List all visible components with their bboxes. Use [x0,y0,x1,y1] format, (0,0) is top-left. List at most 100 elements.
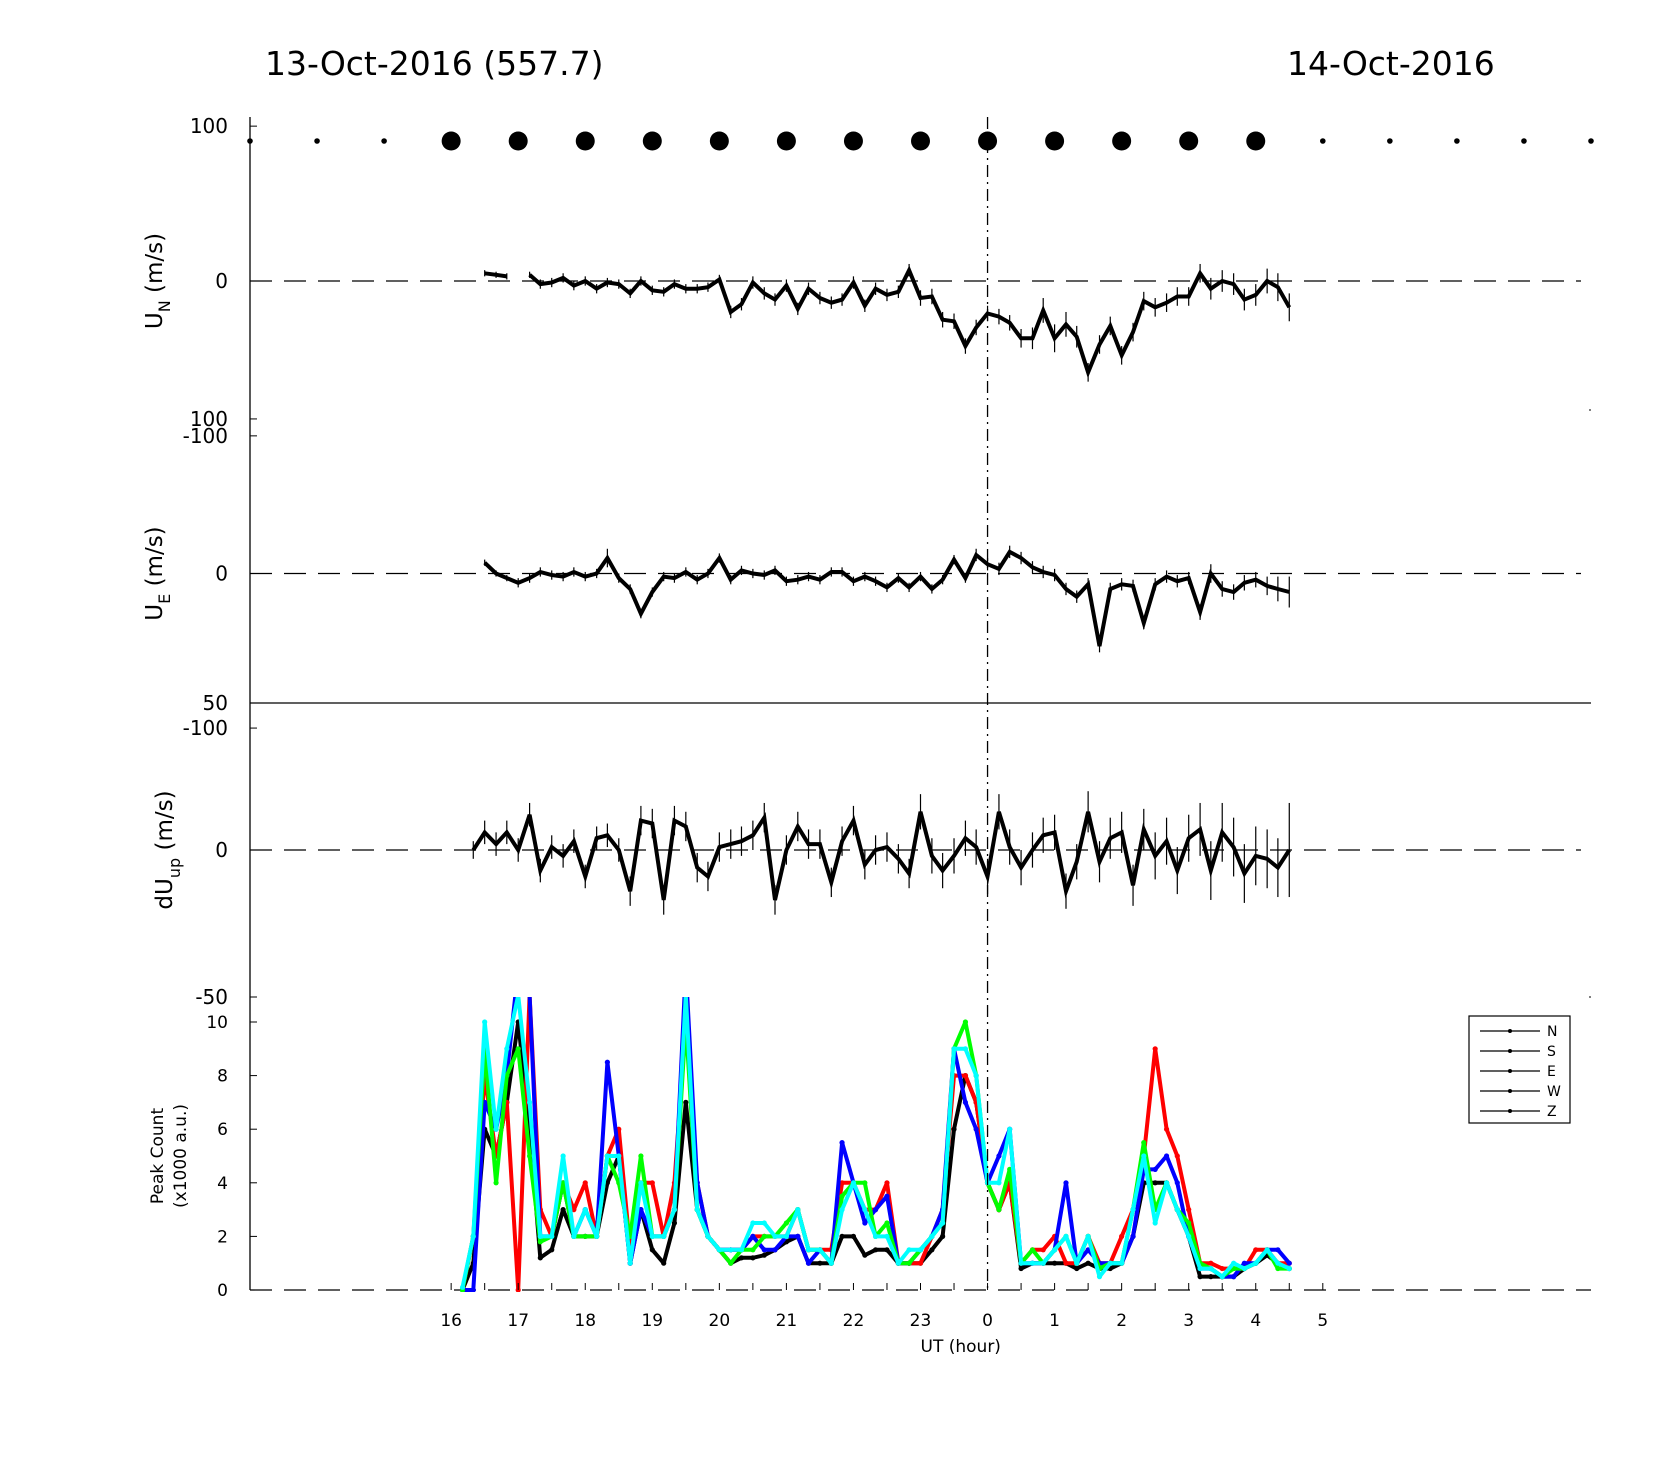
point-z [537,1255,543,1261]
point-n [1119,1233,1125,1239]
point-s [772,1247,778,1253]
ylabel-sub: up [165,858,184,878]
point-w [459,1284,466,1290]
point-e [493,1180,499,1186]
xtick-label: 17 [507,1311,529,1331]
legend-label: N [1547,1024,1557,1040]
series-line-w [460,997,1291,1288]
point-s [638,1207,644,1213]
point-w [516,997,521,998]
point-e [1186,1220,1192,1226]
xtick-label: 16 [440,1311,462,1331]
point-s [884,1193,890,1199]
ylabel-sub: N [155,300,174,312]
cloud-marker [441,131,461,151]
point-z [1018,1265,1024,1272]
point-w [649,1233,655,1239]
point-s [996,1153,1002,1159]
date-left: 13-Oct-2016 (557.7) [265,44,604,83]
series-line [528,265,1292,379]
series-line [483,549,1290,647]
point-w [1130,1207,1136,1213]
point-z [649,1247,655,1253]
point-w [761,1220,767,1226]
point-w [795,1207,801,1213]
point-w [1197,1265,1203,1272]
point-s [1163,1153,1170,1159]
point-w [750,1220,756,1226]
point-w [671,1207,678,1213]
point-e [906,1260,912,1266]
point-w [929,1233,935,1239]
point-w [884,1233,890,1239]
point-w [906,1247,912,1253]
ylabel-unit: (m/s) [142,526,168,593]
xlabel: UT (hour) [921,1337,1001,1357]
ytick-label: -100 [183,716,228,740]
series-line [471,811,1291,901]
point-w [1253,1260,1259,1266]
point-w [1275,1260,1281,1266]
point-s [1174,1180,1180,1186]
point-z [1085,1260,1091,1266]
cloud-marker [843,131,863,151]
point-w [862,1207,868,1213]
point-z [817,1260,823,1266]
ytick-label: 0 [217,1281,228,1301]
axes: 16 17 18 19 20 21 22 23 0 1 2 3 4 5UT (hour) [249,117,1591,1357]
point-w [738,1247,745,1253]
ylabel-main: U [142,604,168,621]
point-z [1074,1265,1080,1272]
xtick-label: 1 [1049,1311,1060,1331]
point-w [504,1046,510,1052]
point-w [962,1046,969,1052]
point-z [604,1180,610,1186]
point-s [1085,1247,1091,1253]
point-n [571,1207,577,1213]
point-w [839,1207,845,1213]
point-w [1074,1260,1080,1266]
cloud-marker [911,131,930,151]
cloud-marker [776,131,796,151]
point-w [683,997,688,998]
point-w [872,1233,879,1239]
point-w [917,1247,924,1253]
point-n [1253,1247,1259,1253]
point-e [582,1233,588,1239]
point-e [996,1207,1002,1213]
point-w [1141,1153,1147,1159]
point-s [516,966,521,971]
point-w [1119,1260,1125,1266]
point-w [604,1153,610,1159]
ytick-label: 10 [206,1013,228,1033]
point-z [671,1220,678,1226]
legend-label: S [1547,1044,1556,1060]
point-z [750,1255,756,1261]
point-w [716,1247,722,1253]
ytick-label: 100 [190,114,228,138]
point-w [1186,1233,1192,1239]
point-w [1174,1207,1180,1213]
point-e [962,1019,969,1025]
point-w [973,1073,979,1079]
series-line-n [460,997,1290,1292]
cloud-marker [575,131,595,151]
legend-box [1468,1015,1571,1124]
point-w [1219,1274,1225,1280]
xtick-label: 5 [1317,1311,1328,1331]
point-n [1186,1207,1192,1213]
xtick-label: 3 [1183,1311,1194,1331]
cloud-marker [1588,138,1594,144]
point-s [872,1207,879,1213]
point-w [1107,1260,1113,1266]
point-w [470,1233,476,1239]
cloud-marker [314,138,320,144]
point-n [1063,1260,1069,1266]
point-n [962,1073,969,1079]
point-s [750,1233,756,1239]
point-e [839,1193,845,1199]
ylabel-sub: E [155,594,174,604]
ytick-label: 2 [217,1227,228,1247]
legend-marker [1508,1109,1512,1113]
point-w [1029,1260,1036,1266]
